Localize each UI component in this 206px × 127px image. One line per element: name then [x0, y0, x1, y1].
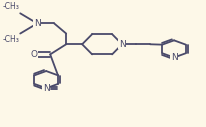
Text: N: N	[43, 84, 49, 93]
Text: N: N	[34, 19, 40, 28]
Text: -CH₃: -CH₃	[2, 35, 19, 44]
Text: O: O	[30, 50, 37, 59]
Text: N: N	[118, 40, 125, 49]
Text: N: N	[170, 53, 177, 62]
Text: -CH₃: -CH₃	[2, 2, 19, 11]
